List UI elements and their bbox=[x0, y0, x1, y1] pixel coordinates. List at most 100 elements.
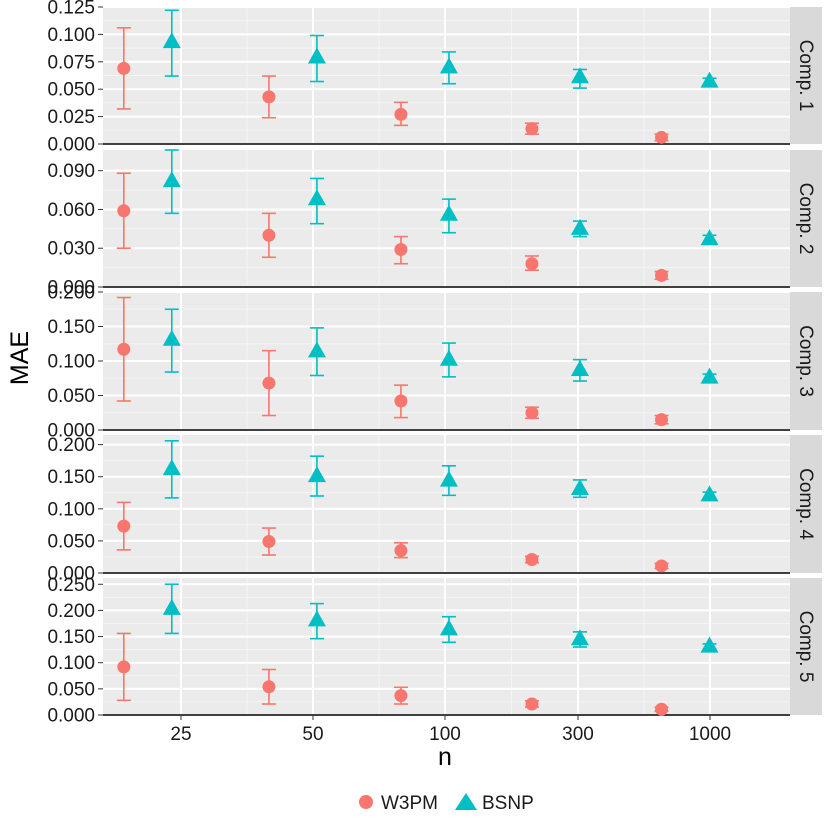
w3pm-point bbox=[394, 544, 408, 558]
legend-key-w3pm bbox=[359, 795, 373, 809]
x-tick-label: 50 bbox=[302, 724, 323, 745]
bsnp-point bbox=[439, 349, 458, 366]
bsnp-point bbox=[307, 466, 326, 483]
x-tick-label: 100 bbox=[429, 724, 461, 745]
bsnp-point bbox=[307, 189, 326, 206]
bsnp-point bbox=[162, 171, 181, 188]
w3pm-point bbox=[262, 90, 276, 104]
y-tick-label: 0.150 bbox=[47, 467, 95, 488]
bsnp-point bbox=[570, 67, 589, 84]
bsnp-point bbox=[700, 636, 719, 653]
bsnp-point bbox=[307, 47, 326, 64]
bsnp-point bbox=[162, 32, 181, 49]
panel-5: 0.000 0.050 0.100 0.150 0.200 0.250 Comp. 5 bbox=[47, 575, 822, 727]
w3pm-point bbox=[117, 660, 131, 674]
y-tick-label: 0.075 bbox=[47, 52, 95, 73]
facet-strip-label: Comp. 2 bbox=[795, 183, 816, 255]
w3pm-point bbox=[655, 130, 669, 144]
y-tick-label: 0.000 bbox=[47, 421, 95, 442]
y-tick-label: 0.100 bbox=[47, 352, 95, 373]
x-axis-title: n bbox=[438, 743, 452, 771]
y-tick-label: 0.200 bbox=[47, 435, 95, 456]
bsnp-point bbox=[700, 71, 719, 88]
y-tick-label: 0.200 bbox=[47, 601, 95, 622]
w3pm-point bbox=[262, 535, 276, 549]
w3pm-point bbox=[262, 228, 276, 242]
legend-label-w3pm: W3PM bbox=[381, 793, 438, 814]
bsnp-point bbox=[439, 470, 458, 487]
bsnp-point bbox=[307, 610, 326, 627]
w3pm-point bbox=[655, 559, 669, 573]
facet-strip bbox=[790, 7, 822, 144]
y-tick-label: 0.030 bbox=[47, 239, 95, 260]
y-tick-label: 0.000 bbox=[47, 706, 95, 727]
bsnp-point bbox=[700, 229, 719, 246]
facet-strip-label: Comp. 5 bbox=[795, 611, 816, 683]
bsnp-point bbox=[570, 478, 589, 495]
bsnp-point bbox=[570, 218, 589, 235]
bsnp-point bbox=[700, 485, 719, 502]
legend-key-bsnp bbox=[455, 793, 477, 810]
y-tick-label: 0.050 bbox=[47, 386, 95, 407]
x-axis: 25 50 100 300 1000 bbox=[170, 715, 731, 745]
w3pm-point bbox=[394, 107, 408, 121]
w3pm-point bbox=[117, 204, 131, 218]
chart-panels: 0.000 0.025 0.050 0.075 0.100 0.125 Comp. 1 0.0… bbox=[47, 0, 822, 727]
bsnp-point bbox=[439, 204, 458, 221]
x-tick-label: 1000 bbox=[689, 724, 731, 745]
y-tick-label: 0.100 bbox=[47, 499, 95, 520]
y-tick-label: 0.000 bbox=[47, 564, 95, 585]
y-tick-label: 0.060 bbox=[47, 200, 95, 221]
y-tick-label: 0.250 bbox=[47, 575, 95, 596]
w3pm-point bbox=[262, 680, 276, 694]
y-tick-label: 0.150 bbox=[47, 317, 95, 338]
y-tick-label: 0.125 bbox=[47, 0, 95, 19]
panel-4: 0.000 0.050 0.100 0.150 0.200 Comp. 4 bbox=[47, 435, 822, 585]
w3pm-point bbox=[655, 413, 669, 427]
bsnp-point bbox=[439, 619, 458, 636]
y-tick-label: 0.050 bbox=[47, 531, 95, 552]
bsnp-point bbox=[162, 329, 181, 346]
facet-strip-label: Comp. 1 bbox=[795, 40, 816, 112]
w3pm-point bbox=[117, 61, 131, 75]
w3pm-point bbox=[655, 268, 669, 282]
panel-1: 0.000 0.025 0.050 0.075 0.100 0.125 Comp. 1 bbox=[47, 0, 822, 156]
facet-strip bbox=[790, 578, 822, 715]
w3pm-point bbox=[525, 406, 539, 420]
y-tick-label: 0.100 bbox=[47, 25, 95, 46]
y-tick-label: 0.025 bbox=[47, 107, 95, 128]
facet-strip bbox=[790, 292, 822, 430]
bsnp-point bbox=[570, 360, 589, 377]
panel-3: 0.000 0.050 0.100 0.150 0.200 Comp. 3 bbox=[47, 283, 822, 442]
facet-strip-label: Comp. 3 bbox=[795, 325, 816, 397]
y-tick-label: 0.000 bbox=[47, 278, 95, 299]
y-tick-label: 0.090 bbox=[47, 161, 95, 182]
y-tick-label: 0.050 bbox=[47, 679, 95, 700]
y-tick-label: 0.200 bbox=[47, 283, 95, 304]
y-tick-label: 0.000 bbox=[47, 135, 95, 156]
w3pm-point bbox=[525, 122, 539, 136]
panel-background bbox=[103, 578, 790, 715]
bsnp-point bbox=[570, 629, 589, 646]
panel-background bbox=[103, 435, 790, 573]
y-tick-label: 0.150 bbox=[47, 627, 95, 648]
x-tick-label: 25 bbox=[170, 724, 191, 745]
legend-label-bsnp: BSNP bbox=[482, 793, 534, 814]
w3pm-point bbox=[262, 376, 276, 390]
bsnp-point bbox=[162, 459, 181, 476]
panel-2: 0.000 0.030 0.060 0.090 Comp. 2 bbox=[47, 149, 822, 299]
w3pm-point bbox=[117, 519, 131, 533]
x-tick-label: 300 bbox=[562, 724, 594, 745]
w3pm-point bbox=[525, 697, 539, 711]
bsnp-point bbox=[307, 341, 326, 358]
y-axis-title: MAE bbox=[6, 331, 34, 385]
bsnp-point bbox=[439, 57, 458, 74]
bsnp-point bbox=[162, 598, 181, 615]
legend: W3PM BSNP bbox=[359, 793, 534, 814]
w3pm-point bbox=[525, 257, 539, 271]
w3pm-point bbox=[117, 342, 131, 356]
w3pm-point bbox=[655, 702, 669, 716]
w3pm-point bbox=[394, 689, 408, 703]
bsnp-point bbox=[700, 367, 719, 384]
